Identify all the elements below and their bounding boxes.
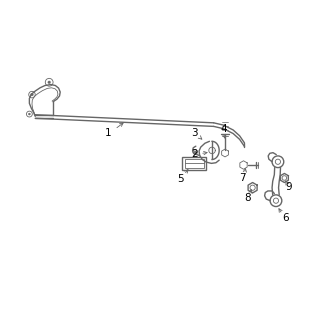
Bar [182,156,206,170]
Circle shape [48,81,50,83]
Text: 9: 9 [286,182,292,192]
Circle shape [31,93,33,96]
Bar [184,158,204,168]
Text: 7: 7 [240,173,246,183]
Text: 1: 1 [105,128,112,138]
Text: 5: 5 [177,174,184,183]
Text: 4: 4 [220,124,227,134]
Circle shape [28,113,30,115]
Text: 8: 8 [245,193,251,203]
Text: 6: 6 [282,213,289,222]
Text: 2: 2 [191,149,198,159]
Circle shape [194,151,196,153]
Text: 3: 3 [191,128,198,138]
